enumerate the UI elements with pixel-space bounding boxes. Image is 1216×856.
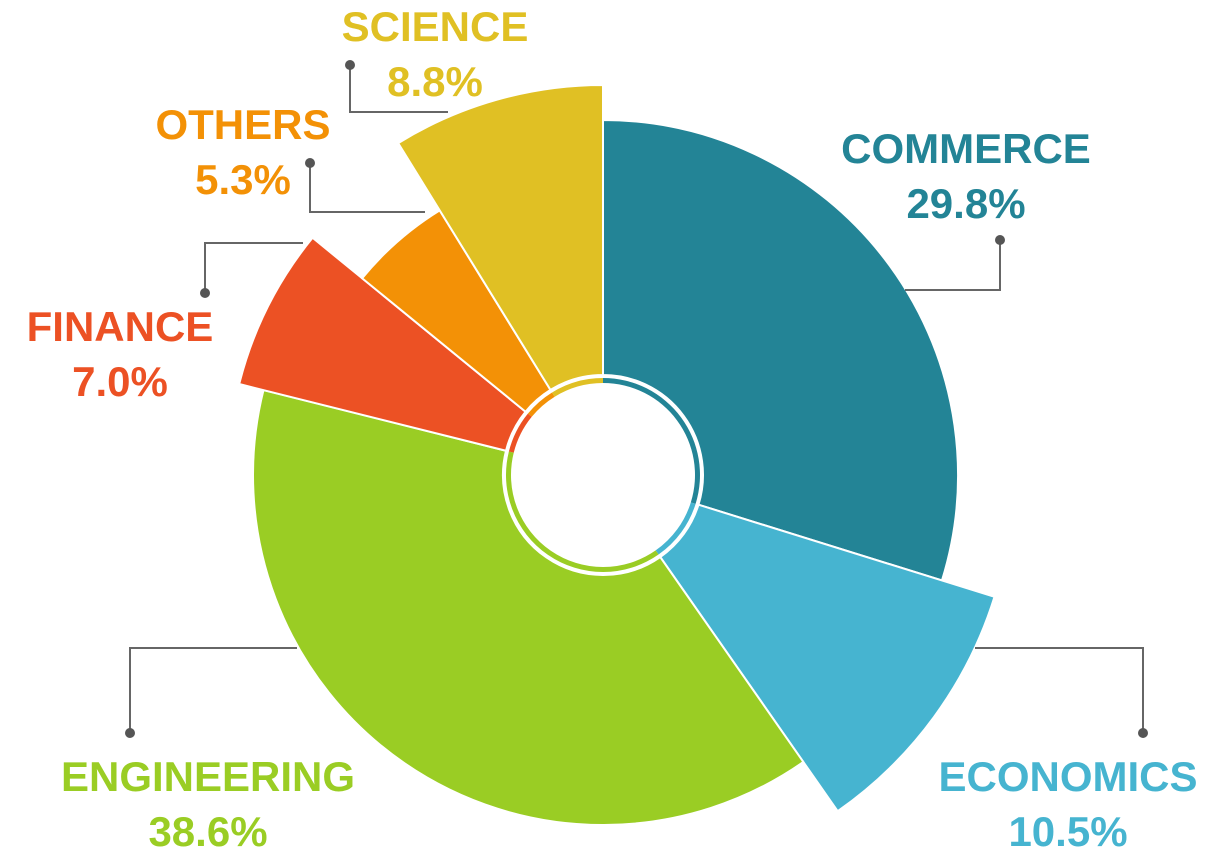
leader-dot xyxy=(1138,728,1148,738)
leader-dot xyxy=(125,728,135,738)
leader-line xyxy=(204,242,303,293)
leader-dot xyxy=(995,235,1005,245)
value-label: 38.6% xyxy=(148,808,267,855)
pie-slice xyxy=(237,236,527,452)
leader-line xyxy=(905,240,1001,291)
value-label: 7.0% xyxy=(72,358,168,405)
leader-dot xyxy=(305,158,315,168)
slice-label: SCIENCE xyxy=(342,3,529,50)
slice-label: ENGINEERING xyxy=(61,753,355,800)
leader-line xyxy=(349,65,448,113)
value-label: 10.5% xyxy=(1008,808,1127,855)
inner-ring xyxy=(552,378,603,397)
leader-dot xyxy=(200,288,210,298)
inner-ring xyxy=(527,392,555,417)
leader-dot xyxy=(345,60,355,70)
pie-slice xyxy=(396,83,604,392)
pie-slice xyxy=(252,388,805,826)
inner-ring xyxy=(655,502,696,555)
slice-label: COMMERCE xyxy=(841,125,1091,172)
value-label: 8.8% xyxy=(387,58,483,105)
slice-label: FINANCE xyxy=(27,303,214,350)
leader-line xyxy=(129,647,297,733)
leader-line xyxy=(975,647,1144,733)
pie-slice xyxy=(602,118,959,582)
slice-label: OTHERS xyxy=(155,101,330,148)
pie-slice xyxy=(658,503,996,813)
value-label: 5.3% xyxy=(195,156,291,203)
leader-line xyxy=(309,163,425,213)
inner-ring xyxy=(506,451,659,572)
inner-ring xyxy=(508,413,532,453)
slice-label: ECONOMICS xyxy=(938,753,1197,800)
value-label: 29.8% xyxy=(906,180,1025,227)
